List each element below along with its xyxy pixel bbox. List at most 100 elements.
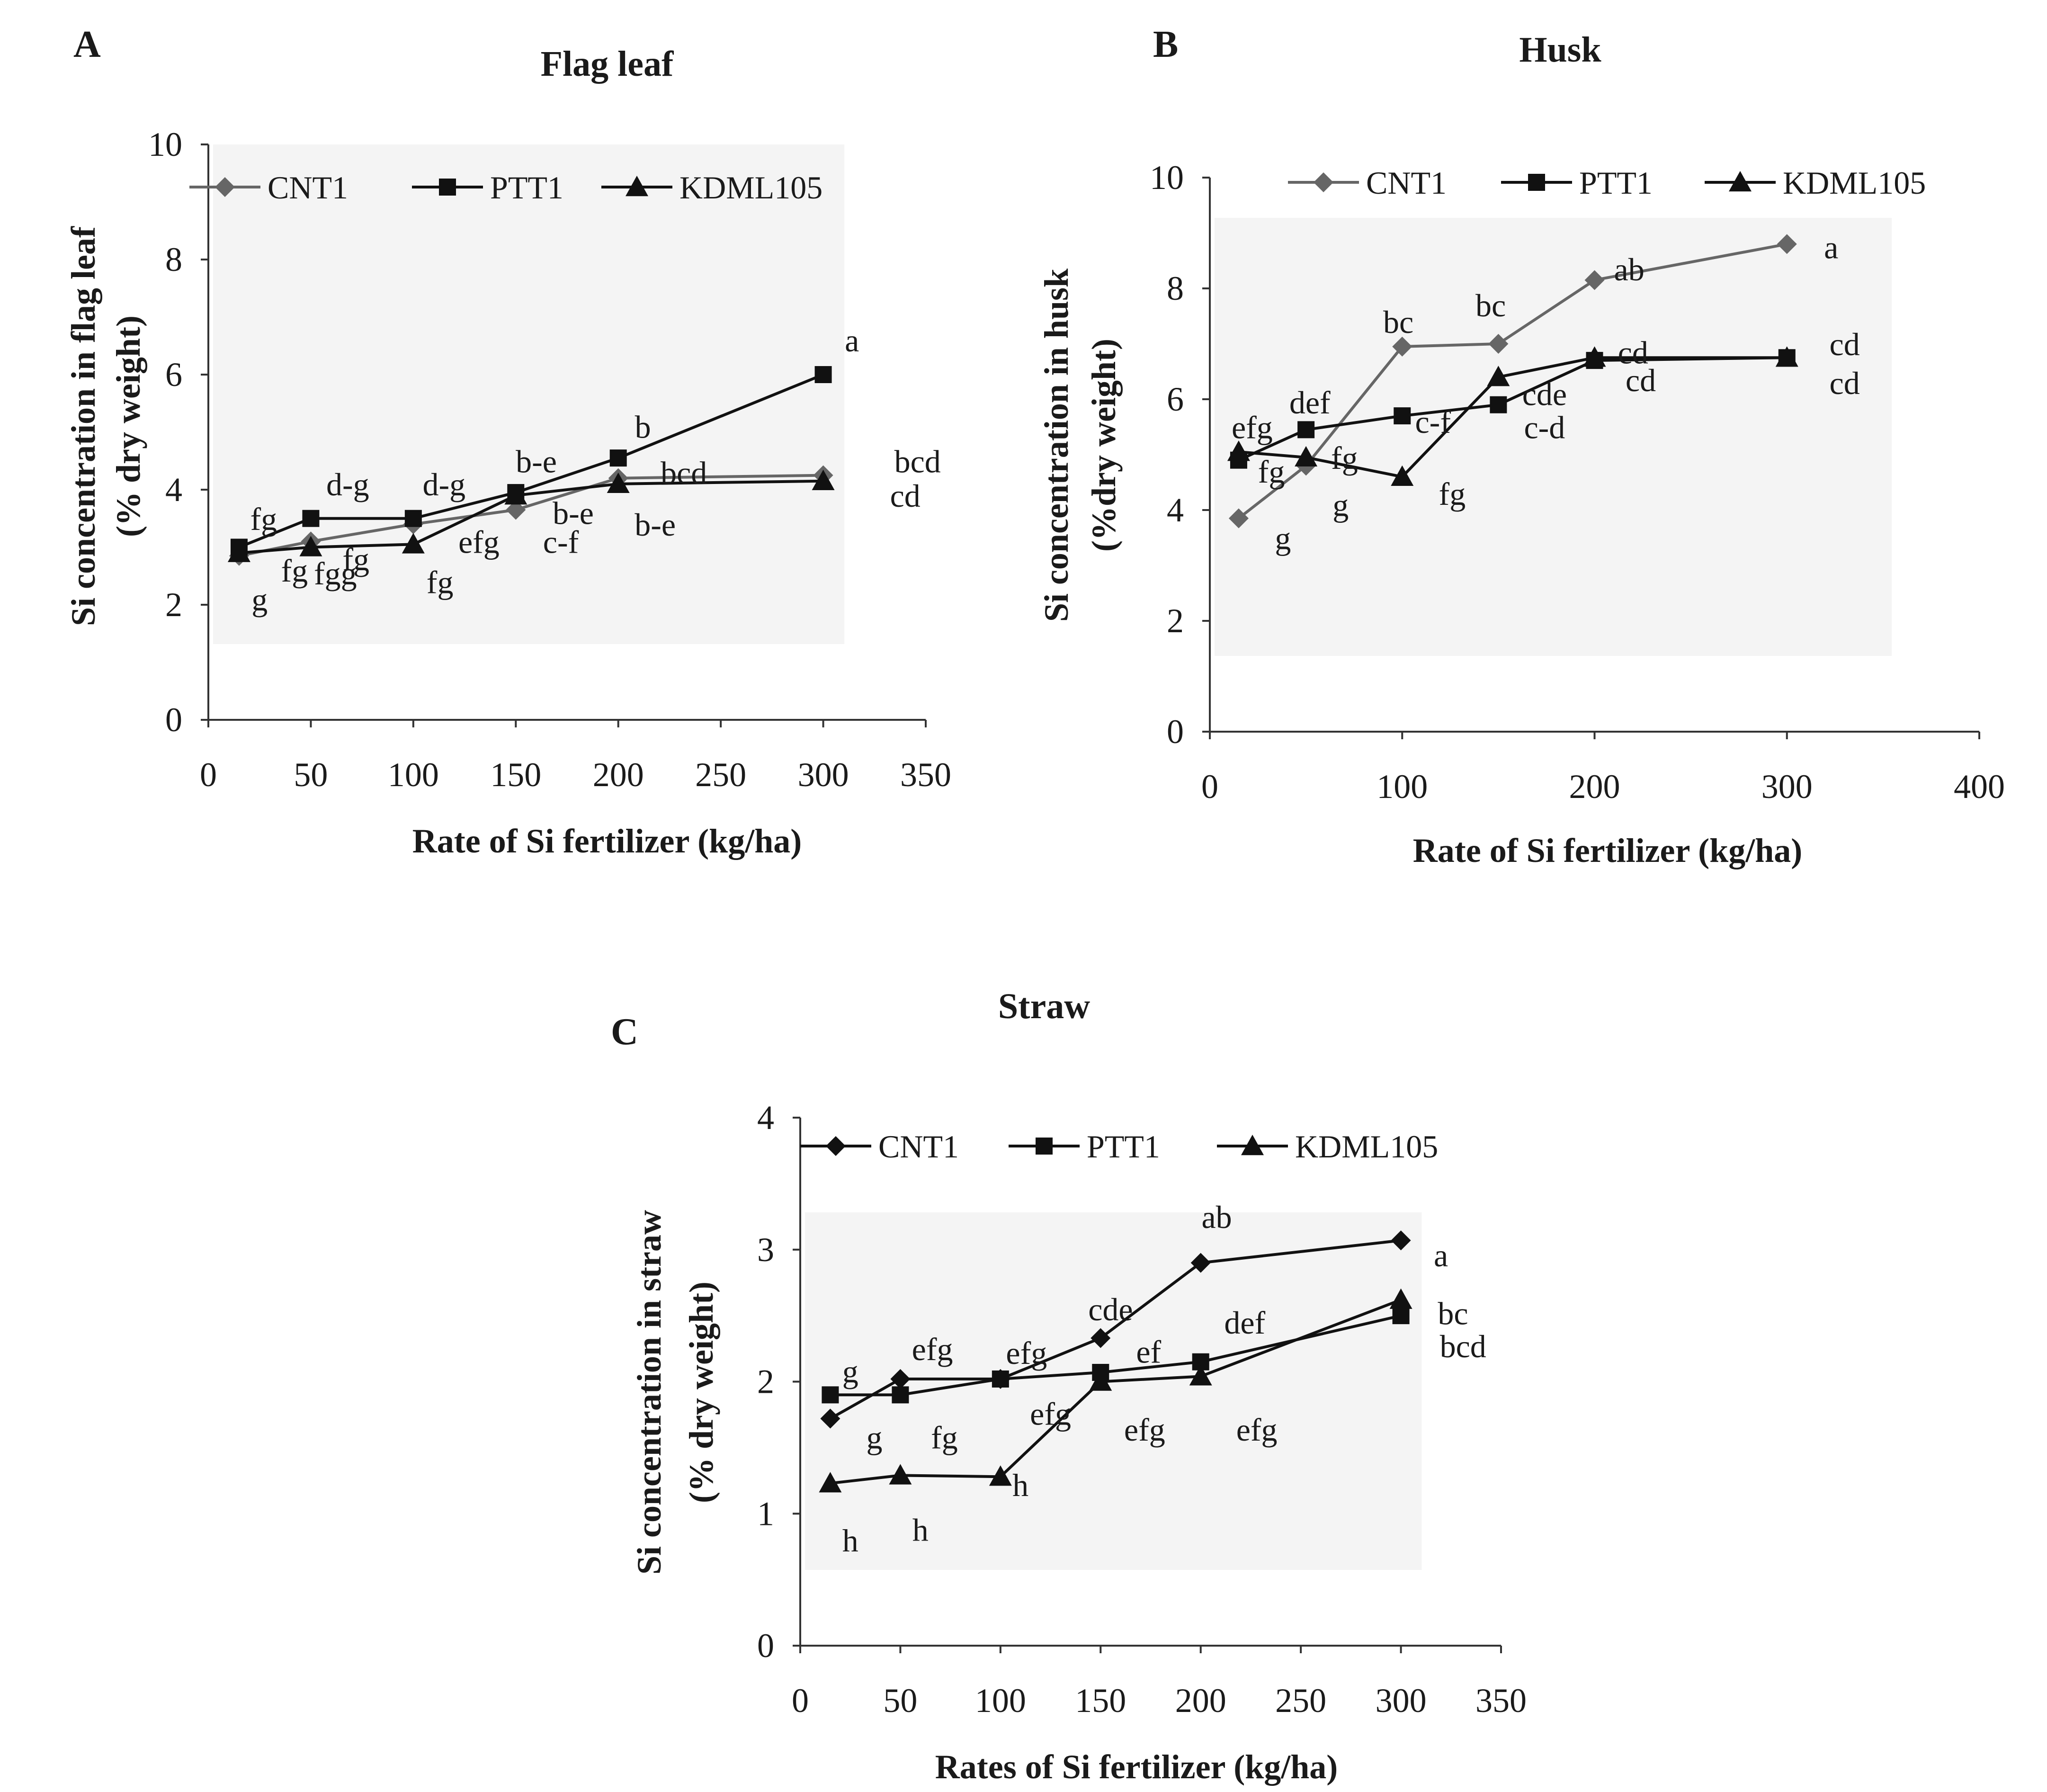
legend-label: CNT1 bbox=[268, 170, 348, 206]
x-tick-label: 350 bbox=[900, 756, 951, 794]
significance-label: fg bbox=[1258, 454, 1285, 490]
data-point-ptt1 bbox=[404, 510, 422, 527]
legend-label: KDML105 bbox=[1783, 165, 1926, 201]
legend-label: KDML105 bbox=[1295, 1129, 1438, 1165]
legend-label: CNT1 bbox=[878, 1129, 959, 1165]
significance-label: cde bbox=[1088, 1291, 1133, 1327]
legend-marker bbox=[439, 179, 456, 196]
series-line-ptt1 bbox=[830, 1314, 1402, 1397]
y-tick-label: 6 bbox=[1167, 380, 1184, 418]
significance-label: bc bbox=[1475, 287, 1506, 323]
significance-label: h bbox=[1012, 1467, 1028, 1503]
chart-title: Straw bbox=[998, 986, 1090, 1026]
data-point-kdml105 bbox=[402, 533, 425, 554]
data-point-ptt1 bbox=[814, 366, 832, 383]
significance-label: bcd bbox=[894, 443, 941, 479]
panel-letter: A bbox=[73, 24, 101, 65]
data-point-cnt1 bbox=[1584, 270, 1605, 290]
legend-marker bbox=[826, 1136, 846, 1156]
data-point-kdml105 bbox=[1295, 446, 1318, 467]
legend-label: PTT1 bbox=[490, 170, 563, 206]
x-axis-title: Rates of Si fertilizer (kg/ha) bbox=[935, 1748, 1338, 1786]
chart-panel-b: B Husk Rate of Si fertilizer (kg/ha) Si … bbox=[1037, 24, 2005, 869]
panel-letter: C bbox=[611, 1011, 638, 1053]
x-axis-title: Rate of Si fertilizer (kg/ha) bbox=[412, 822, 802, 860]
series-line-cnt1 bbox=[1238, 242, 1788, 520]
data-point-ptt1 bbox=[1392, 1307, 1410, 1325]
data-point-cnt1 bbox=[1392, 336, 1412, 357]
legend-marker bbox=[1528, 174, 1545, 191]
significance-label: h bbox=[842, 1523, 858, 1559]
significance-label: ef bbox=[1136, 1334, 1161, 1370]
data-point-kdml105 bbox=[1389, 1288, 1412, 1309]
y-tick-label: 2 bbox=[757, 1363, 774, 1401]
x-tick-label: 250 bbox=[1275, 1682, 1326, 1720]
significance-label: g bbox=[1332, 487, 1349, 523]
significance-label: efg bbox=[1006, 1335, 1047, 1371]
significance-label: fg bbox=[931, 1420, 958, 1456]
x-tick-label: 50 bbox=[294, 756, 328, 794]
significance-label: cd bbox=[1830, 365, 1860, 401]
y-tick-label: 8 bbox=[1167, 269, 1184, 307]
x-tick-label: 100 bbox=[1377, 768, 1428, 806]
significance-label: g bbox=[866, 1420, 882, 1456]
y-tick-label: 10 bbox=[148, 125, 182, 163]
y-tick-label: 2 bbox=[165, 586, 182, 624]
significance-label: bc bbox=[1438, 1296, 1468, 1332]
significance-label: a bbox=[1824, 229, 1838, 265]
y-tick-label: 4 bbox=[1167, 491, 1184, 529]
significance-label: ab bbox=[1614, 251, 1645, 287]
significance-label: g bbox=[842, 1353, 858, 1389]
data-point-cnt1 bbox=[1391, 1230, 1411, 1251]
data-point-kdml105 bbox=[1391, 465, 1414, 486]
significance-label: fg bbox=[342, 541, 369, 577]
data-point-kdml105 bbox=[1227, 440, 1250, 461]
data-point-cnt1 bbox=[1228, 508, 1249, 529]
data-point-ptt1 bbox=[1297, 421, 1315, 439]
legend-marker bbox=[1036, 1138, 1053, 1155]
y-axis-title-line-2: (% dry weight) bbox=[682, 1281, 720, 1503]
data-point-kdml105 bbox=[1775, 346, 1798, 367]
y-tick-label: 0 bbox=[757, 1627, 774, 1665]
significance-label: d-g bbox=[326, 466, 369, 502]
series-line-kdml105 bbox=[1238, 356, 1787, 479]
x-tick-label: 150 bbox=[1075, 1682, 1126, 1720]
data-point-kdml105 bbox=[1089, 1370, 1112, 1391]
significance-label: b bbox=[635, 409, 651, 445]
data-point-kdml105 bbox=[819, 1472, 842, 1493]
significance-label: efg bbox=[1030, 1396, 1071, 1432]
significance-label: def bbox=[1224, 1305, 1265, 1341]
series-line-kdml105 bbox=[830, 1298, 1402, 1485]
y-tick-label: 8 bbox=[165, 241, 182, 278]
data-point-ptt1 bbox=[609, 449, 627, 467]
plot-background bbox=[213, 144, 845, 644]
data-point-ptt1 bbox=[1394, 407, 1411, 425]
legend-label: PTT1 bbox=[1087, 1129, 1160, 1165]
data-point-ptt1 bbox=[302, 510, 320, 527]
y-tick-label: 4 bbox=[165, 471, 182, 509]
data-point-kdml105 bbox=[1189, 1365, 1212, 1386]
x-tick-label: 200 bbox=[1175, 1682, 1226, 1720]
x-tick-label: 50 bbox=[883, 1682, 917, 1720]
y-axis-title-line-1: Si concentration in straw bbox=[630, 1210, 668, 1575]
y-axis-title-line-2: (% dry weight) bbox=[109, 315, 147, 537]
significance-label: cd bbox=[890, 478, 921, 514]
data-point-cnt1 bbox=[1488, 334, 1509, 354]
y-tick-label: 1 bbox=[757, 1495, 774, 1532]
significance-label: efg bbox=[1236, 1412, 1278, 1448]
x-tick-label: 300 bbox=[1376, 1682, 1427, 1720]
series-line-ptt1 bbox=[1238, 356, 1787, 462]
significance-label: efg bbox=[458, 524, 500, 560]
significance-label: d-g bbox=[422, 466, 465, 502]
y-tick-label: 3 bbox=[757, 1231, 774, 1269]
data-point-cnt1 bbox=[1777, 234, 1797, 254]
x-tick-label: 200 bbox=[593, 756, 644, 794]
significance-label: h bbox=[912, 1512, 929, 1548]
y-tick-label: 0 bbox=[165, 701, 182, 739]
data-point-kdml105 bbox=[504, 484, 527, 505]
legend-label: PTT1 bbox=[1579, 165, 1653, 201]
legend-label: KDML105 bbox=[679, 170, 822, 206]
x-axis-title: Rate of Si fertilizer (kg/ha) bbox=[1413, 832, 1802, 869]
data-point-kdml105 bbox=[1583, 346, 1606, 367]
